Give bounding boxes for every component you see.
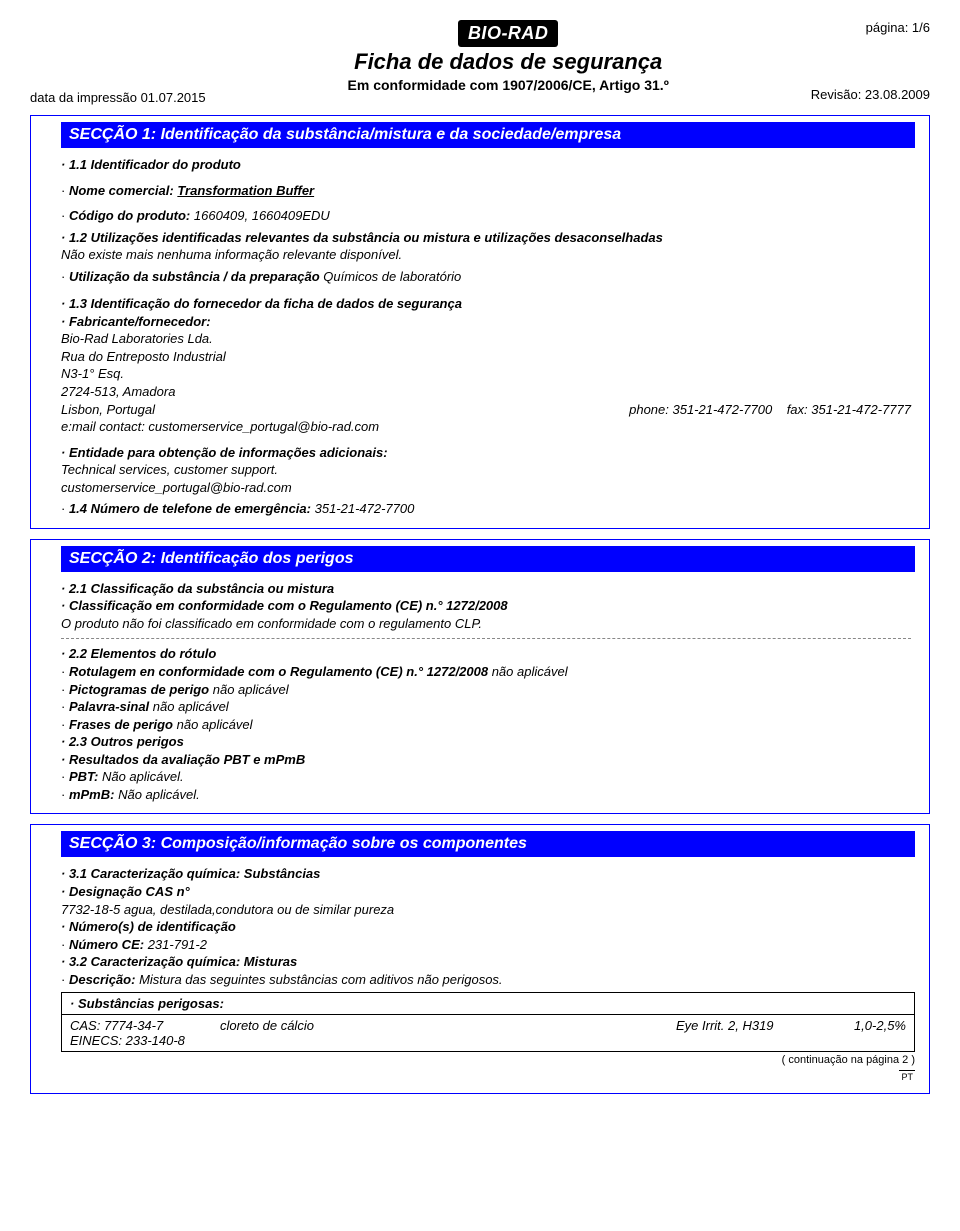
product-name-row: Nome comercial: Transformation Buffer xyxy=(61,182,911,200)
description-row: Descrição: Mistura das seguintes substân… xyxy=(61,971,911,989)
country-code: PT xyxy=(899,1070,915,1083)
manufacturer-city: Lisbon, Portugal xyxy=(61,401,155,419)
emergency-row: 1.4 Número de telefone de emergência: 35… xyxy=(61,500,911,518)
sub-2-3: 2.3 Outros perigos xyxy=(61,733,911,751)
sub-1-3: 1.3 Identificação do fornecedor da ficha… xyxy=(61,295,911,313)
usage-label: Utilização da substância / da preparação xyxy=(69,269,320,284)
classification-label: Classificação em conformidade com o Regu… xyxy=(61,597,911,615)
pbt-text: Não aplicável. xyxy=(102,769,184,784)
mpmb-row: mPmB: Não aplicável. xyxy=(61,786,911,804)
sub-1-2-text: Não existe mais nenhuma informação relev… xyxy=(61,246,911,264)
sub-1-2: 1.2 Utilizações identificadas relevantes… xyxy=(61,229,911,247)
labeling-row: Rotulagem en conformidade com o Regulame… xyxy=(61,663,911,681)
table-einecs: EINECS: 233-140-8 xyxy=(70,1033,185,1048)
print-date: data da impressão 01.07.2015 xyxy=(30,20,206,105)
cas-text: 7732-18-5 agua, destilada,condutora ou d… xyxy=(61,901,911,919)
section-1: SECÇÃO 1: Identificação da substância/mi… xyxy=(30,115,930,529)
hazardous-substances-table: Substâncias perigosas: CAS: 7774-34-7 EI… xyxy=(61,992,915,1052)
product-code-label: Código do produto: xyxy=(69,208,190,223)
revision-date: Revisão: 23.08.2009 xyxy=(811,87,930,102)
sub-2-2: 2.2 Elementos do rótulo xyxy=(61,645,911,663)
ce-label: Número CE: xyxy=(69,937,144,952)
pbt-row: PBT: Não aplicável. xyxy=(61,768,911,786)
signal-text: não aplicável xyxy=(153,699,229,714)
continuation-text: ( continuação na página 2 ) xyxy=(31,1054,915,1066)
manufacturer-name: Bio-Rad Laboratories Lda. xyxy=(61,330,911,348)
logo: BIO-RAD xyxy=(458,20,559,47)
section-1-title: SECÇÃO 1: Identificação da substância/mi… xyxy=(61,122,915,148)
manufacturer-addr2: N3-1° Esq. xyxy=(61,365,911,383)
description-text: Mistura das seguintes substâncias com ad… xyxy=(139,972,502,987)
info-entity-line2: customerservice_portugal@bio-rad.com xyxy=(61,479,911,497)
table-cas-col: CAS: 7774-34-7 EINECS: 233-140-8 xyxy=(70,1018,220,1048)
ce-value: 231-791-2 xyxy=(148,937,207,952)
cas-label: Designação CAS n° xyxy=(61,883,911,901)
labeling-text: não aplicável xyxy=(492,664,568,679)
usage-text: Químicos de laboratório xyxy=(323,269,461,284)
manufacturer-addr3: 2724-513, Amadora xyxy=(61,383,911,401)
hazard-text: não aplicável xyxy=(177,717,253,732)
hazard-label: Frases de perigo xyxy=(69,717,173,732)
section-2-title: SECÇÃO 2: Identificação dos perigos xyxy=(61,546,915,572)
pictograms-label: Pictogramas de perigo xyxy=(69,682,209,697)
sub-1-1: 1.1 Identificador do produto xyxy=(61,156,911,174)
signal-label: Palavra-sinal xyxy=(69,699,149,714)
fax: fax: 351-21-472-7777 xyxy=(787,402,911,417)
classification-text: O produto não foi classificado em confor… xyxy=(61,615,911,633)
document-header: data da impressão 01.07.2015 BIO-RAD Fic… xyxy=(30,20,930,105)
contact-row: Lisbon, Portugal phone: 351-21-472-7700 … xyxy=(61,401,911,419)
pbt-label: PBT: xyxy=(69,769,98,784)
product-name-label: Nome comercial: xyxy=(69,183,174,198)
emergency-phone: 351-21-472-7700 xyxy=(315,501,415,516)
document-subtitle: Em conformidade com 1907/2006/CE, Artigo… xyxy=(206,77,811,93)
table-classification: Eye Irrit. 2, H319 xyxy=(676,1018,826,1048)
table-row: CAS: 7774-34-7 EINECS: 233-140-8 cloreto… xyxy=(62,1015,914,1051)
product-code: 1660409, 1660409EDU xyxy=(194,208,330,223)
pictograms-row: Pictogramas de perigo não aplicável xyxy=(61,681,911,699)
table-cas: CAS: 7774-34-7 xyxy=(70,1018,163,1033)
sub-1-4: 1.4 Número de telefone de emergência: xyxy=(69,501,311,516)
description-label: Descrição: xyxy=(69,972,135,987)
product-code-row: Código do produto: 1660409, 1660409EDU xyxy=(61,207,911,225)
id-label: Número(s) de identificação xyxy=(61,918,911,936)
section-3-content: 3.1 Caracterização química: Substâncias … xyxy=(31,865,929,988)
page-container: data da impressão 01.07.2015 BIO-RAD Fic… xyxy=(0,0,960,1114)
header-center: BIO-RAD Ficha de dados de segurança Em c… xyxy=(206,20,811,93)
header-right: página: 1/6 Revisão: 23.08.2009 xyxy=(811,20,930,102)
hazard-row: Frases de perigo não aplicável xyxy=(61,716,911,734)
document-title: Ficha de dados de segurança xyxy=(206,49,811,75)
mpmb-text: Não aplicável. xyxy=(118,787,200,802)
sub-3-1: 3.1 Caracterização química: Substâncias xyxy=(61,865,911,883)
pictograms-text: não aplicável xyxy=(213,682,289,697)
manufacturer-label: Fabricante/fornecedor: xyxy=(61,313,911,331)
manufacturer-addr1: Rua do Entreposto Industrial xyxy=(61,348,911,366)
hazardous-label: Substâncias perigosas: xyxy=(62,993,914,1015)
labeling-label: Rotulagem en conformidade com o Regulame… xyxy=(69,664,488,679)
pbt-results: Resultados da avaliação PBT e mPmB xyxy=(61,751,911,769)
signal-row: Palavra-sinal não aplicável xyxy=(61,698,911,716)
info-entity-label: Entidade para obtenção de informações ad… xyxy=(61,444,911,462)
section-2-content: 2.1 Classificação da substância ou mistu… xyxy=(31,580,929,804)
table-concentration: 1,0-2,5% xyxy=(826,1018,906,1048)
ce-row: Número CE: 231-791-2 xyxy=(61,936,911,954)
usage-row: Utilização da substância / da preparação… xyxy=(61,268,911,286)
section-3: SECÇÃO 3: Composição/informação sobre os… xyxy=(30,824,930,1094)
info-entity-line1: Technical services, customer support. xyxy=(61,461,911,479)
product-name: Transformation Buffer xyxy=(177,183,314,198)
section-3-title: SECÇÃO 3: Composição/informação sobre os… xyxy=(61,831,915,857)
phone: phone: 351-21-472-7700 xyxy=(629,402,772,417)
dashed-divider xyxy=(61,638,911,639)
sub-3-2: 3.2 Caracterização química: Misturas xyxy=(61,953,911,971)
section-2: SECÇÃO 2: Identificação dos perigos 2.1 … xyxy=(30,539,930,815)
mpmb-label: mPmB: xyxy=(69,787,115,802)
email: e:mail contact: customerservice_portugal… xyxy=(61,418,911,436)
phone-fax: phone: 351-21-472-7700 fax: 351-21-472-7… xyxy=(629,401,911,419)
sub-2-1: 2.1 Classificação da substância ou mistu… xyxy=(61,580,911,598)
page-number: página: 1/6 xyxy=(811,20,930,35)
section-1-content: 1.1 Identificador do produto Nome comerc… xyxy=(31,156,929,518)
table-name: cloreto de cálcio xyxy=(220,1018,676,1048)
